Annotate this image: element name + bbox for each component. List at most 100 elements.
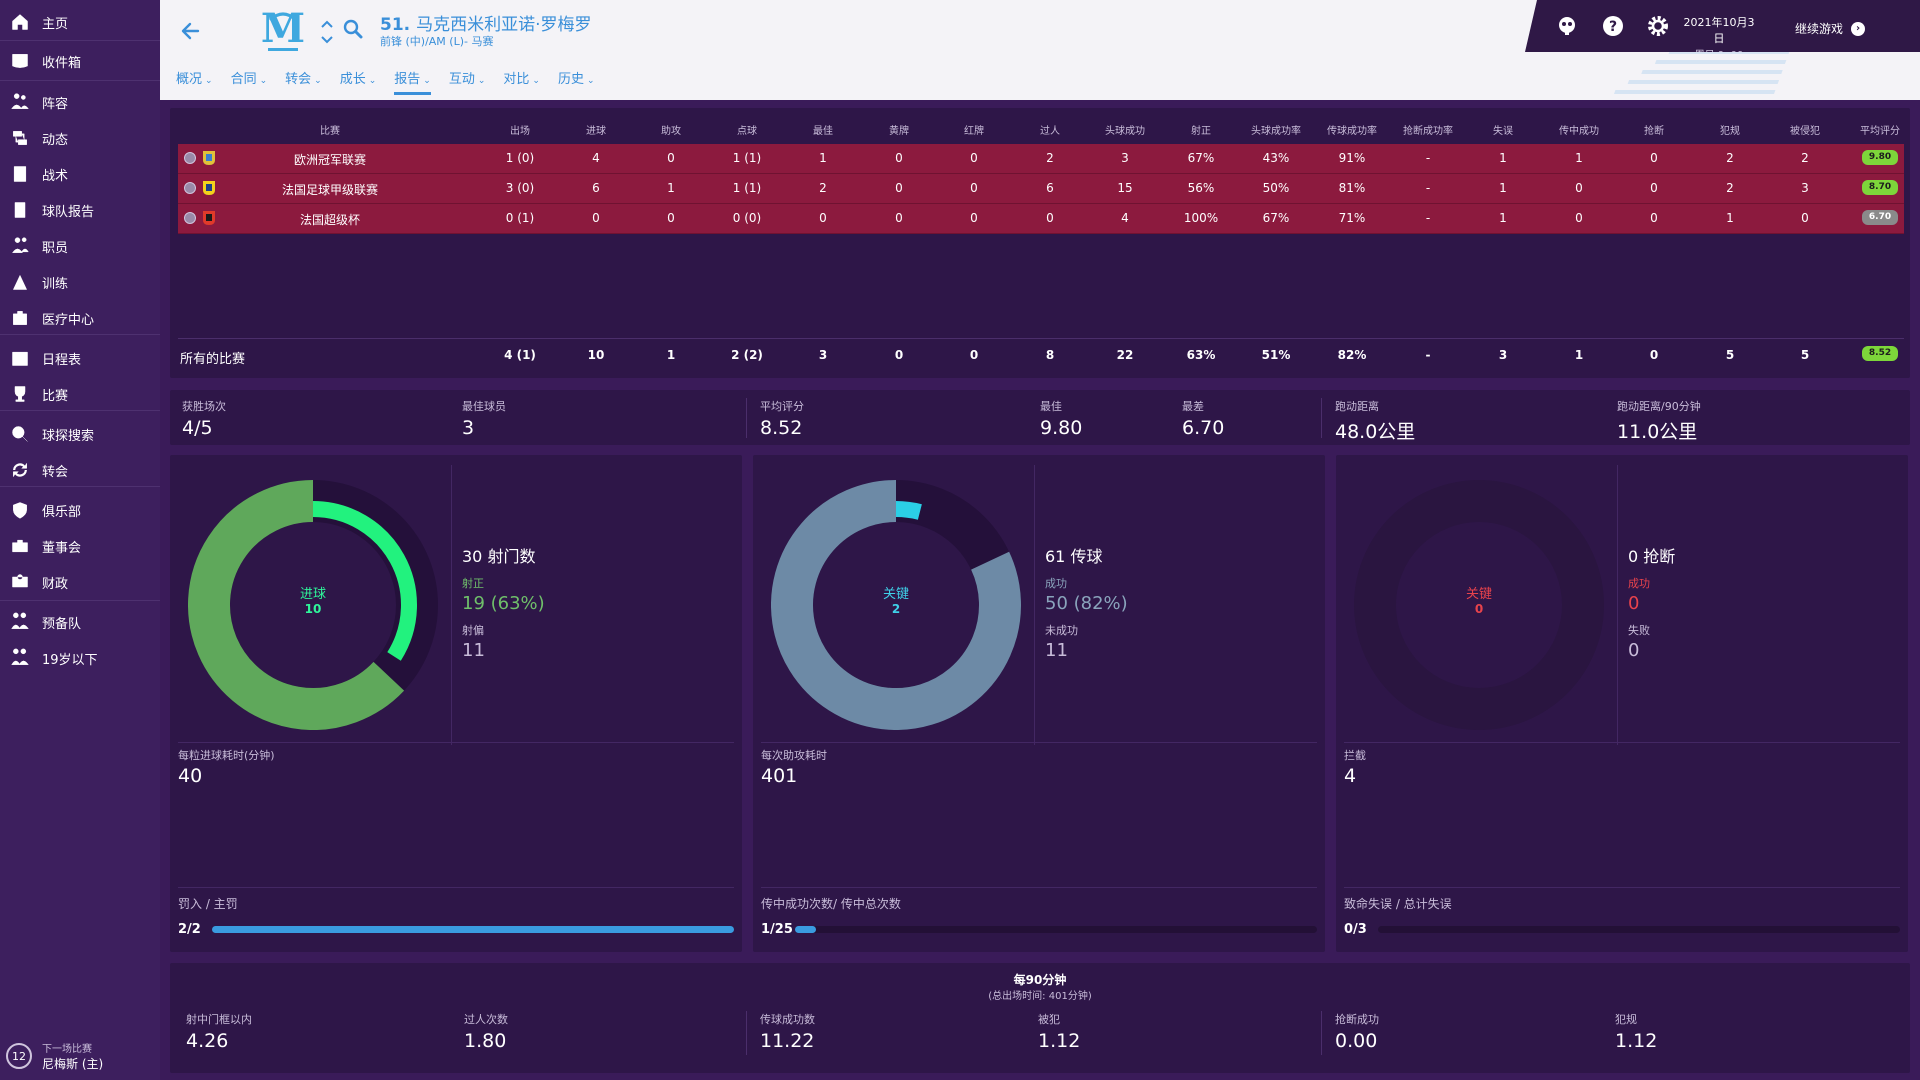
chevron-down-icon: ⌄ [532, 76, 540, 86]
column-header[interactable]: 射正 [1191, 126, 1211, 137]
sidebar-item-13[interactable]: 俱乐部 [0, 492, 160, 528]
donut-chart [188, 480, 438, 730]
table-row[interactable]: 欧洲冠军联赛 1 (0) 4 0 1 (1) 1 0 0 2 3 67% 43% 91% - 1 1 0 2 2 9.… [178, 144, 1904, 174]
tab-3[interactable]: 成长 ⌄ [340, 68, 377, 95]
training-icon [10, 272, 30, 292]
table-cell: 67% [1187, 151, 1215, 165]
svg-text:?: ? [1609, 19, 1617, 35]
sidebar-item-11[interactable]: 球探搜索 [0, 416, 160, 452]
column-header[interactable]: 出场 [510, 126, 530, 137]
total-cell: 0 [969, 348, 979, 362]
column-header[interactable]: 最佳 [813, 126, 833, 137]
column-header[interactable]: 平均评分 [1860, 126, 1900, 137]
continue-label: 继续游戏 [1795, 22, 1844, 36]
sidebar-item-6[interactable]: 职员 [0, 228, 160, 264]
total-cell: 0 [894, 348, 904, 362]
column-header[interactable]: 头球成功率 [1251, 126, 1301, 137]
column-header[interactable]: 点球 [737, 126, 757, 137]
column-header[interactable]: 过人 [1040, 126, 1060, 137]
chevron-right-icon: › [1851, 21, 1866, 36]
prev-next-player-icon[interactable] [320, 18, 334, 46]
search-icon[interactable] [343, 19, 363, 39]
sidebar-item-10[interactable]: 比赛 [0, 376, 160, 412]
column-header[interactable]: 失误 [1493, 126, 1513, 137]
sidebar-item-8[interactable]: 医疗中心 [0, 300, 160, 336]
summary-label: 最佳球员 [462, 400, 506, 413]
column-header[interactable]: 犯规 [1720, 126, 1740, 137]
table-row[interactable]: 法国足球甲级联赛 3 (0) 6 1 1 (1) 2 0 0 6 15 56% 50% 81% - 1 0 0 2… [178, 174, 1904, 204]
column-header[interactable]: 黄牌 [889, 126, 909, 137]
gear-icon[interactable] [1646, 14, 1670, 38]
tab-6[interactable]: 对比 ⌄ [503, 68, 540, 95]
per-90-item: 抢断成功 0.00 [1335, 1011, 1379, 1052]
sidebar-item-3[interactable]: 动态 [0, 120, 160, 156]
club-shield-icon [10, 500, 30, 520]
donut-center-title: 关键 [882, 587, 909, 602]
sidebar-item-label: 转会 [42, 464, 69, 480]
sidebar-item-2[interactable]: 阵容 [0, 84, 160, 120]
sidebar-item-16[interactable]: 预备队 [0, 604, 160, 640]
tab-0[interactable]: 概况 ⌄ [176, 68, 213, 95]
help-icon[interactable]: ? [1601, 14, 1625, 38]
sidebar-item-14[interactable]: 董事会 [0, 528, 160, 564]
column-header[interactable]: 比赛 [320, 126, 340, 137]
column-header[interactable]: 被侵犯 [1790, 126, 1820, 137]
sidebar-item-label: 收件箱 [42, 55, 82, 71]
tab-5[interactable]: 互动 ⌄ [449, 68, 486, 95]
column-header[interactable]: 助攻 [661, 126, 681, 137]
donut-center-value: 2 [891, 602, 901, 616]
total-cell: 51% [1261, 348, 1291, 362]
competition-name: 法国超级杯 [299, 213, 360, 227]
next-match-badge: 12 [6, 1043, 32, 1069]
table-row[interactable]: 法国超级杯 0 (1) 0 0 0 (0) 0 0 0 0 4 100% 67% 71% - 1 0 0 1 0 6.… [178, 204, 1904, 234]
card-label-1: 成功 [1045, 577, 1067, 590]
per-90-item: 过人次数 1.80 [464, 1011, 508, 1052]
sidebar-item-17[interactable]: 19岁以下 [0, 640, 160, 676]
card-bar-row: 0/3 [1344, 922, 1900, 937]
column-header[interactable]: 头球成功 [1105, 126, 1145, 137]
column-header[interactable]: 传中成功 [1559, 126, 1599, 137]
table-cell: 0 [1046, 211, 1054, 225]
tab-2[interactable]: 转会 ⌄ [285, 68, 322, 95]
u19-icon [10, 648, 30, 668]
column-header[interactable]: 抢断 [1644, 126, 1664, 137]
sidebar-item-15[interactable]: 财政 [0, 564, 160, 600]
sidebar-item-label: 预备队 [42, 616, 82, 632]
tab-label: 合同 [230, 72, 257, 87]
total-cell: 82% [1337, 348, 1367, 362]
sidebar-item-7[interactable]: 训练 [0, 264, 160, 300]
sidebar-item-0[interactable]: 主页 [0, 4, 160, 40]
sidebar-item-9[interactable]: 日程表 [0, 340, 160, 376]
next-match-label: 下一场比赛 [42, 1044, 92, 1055]
table-cell: 6 [592, 181, 600, 195]
competition-logo-icon [202, 180, 216, 196]
per-90-value: 1.12 [1038, 1030, 1081, 1052]
table-cell: 15 [1117, 181, 1133, 195]
reserves-icon [10, 612, 30, 632]
per-90-divider [1321, 1011, 1322, 1055]
column-header[interactable]: 抢断成功率 [1403, 126, 1453, 137]
card-bar-value: 1/25 [761, 922, 793, 937]
summary-item: 获胜场次 4/5 [182, 398, 226, 439]
column-header[interactable]: 传球成功率 [1327, 126, 1377, 137]
next-match-button[interactable]: 12 下一场比赛 尼梅斯 (主) [6, 1040, 103, 1072]
back-arrow-icon[interactable] [178, 18, 204, 44]
tab-1[interactable]: 合同 ⌄ [231, 68, 268, 95]
column-header[interactable]: 进球 [586, 126, 606, 137]
column-header[interactable]: 红牌 [964, 126, 984, 137]
sidebar-item-4[interactable]: 战术 [0, 156, 160, 192]
tab-4[interactable]: 报告 ⌄ [394, 68, 431, 95]
total-cell: 5 [1800, 348, 1810, 362]
sidebar-item-12[interactable]: 转会 [0, 452, 160, 488]
table-cell: 0 [895, 151, 903, 165]
sidebar-item-1[interactable]: 收件箱 [0, 43, 160, 79]
progress-bar-fill [212, 926, 734, 933]
fm-logo-icon[interactable] [1555, 14, 1579, 38]
chevron-down-icon: ⌄ [314, 76, 322, 86]
tab-7[interactable]: 历史 ⌄ [558, 68, 595, 95]
sidebar-item-5[interactable]: 球队报告 [0, 192, 160, 228]
player-title: 51. 马克西米利亚诺·罗梅罗 [380, 10, 592, 35]
continue-game-button[interactable]: 继续游戏 › [1795, 20, 1866, 37]
summary-item: 最佳 9.80 [1040, 398, 1082, 439]
table-cell: 0 [970, 211, 978, 225]
